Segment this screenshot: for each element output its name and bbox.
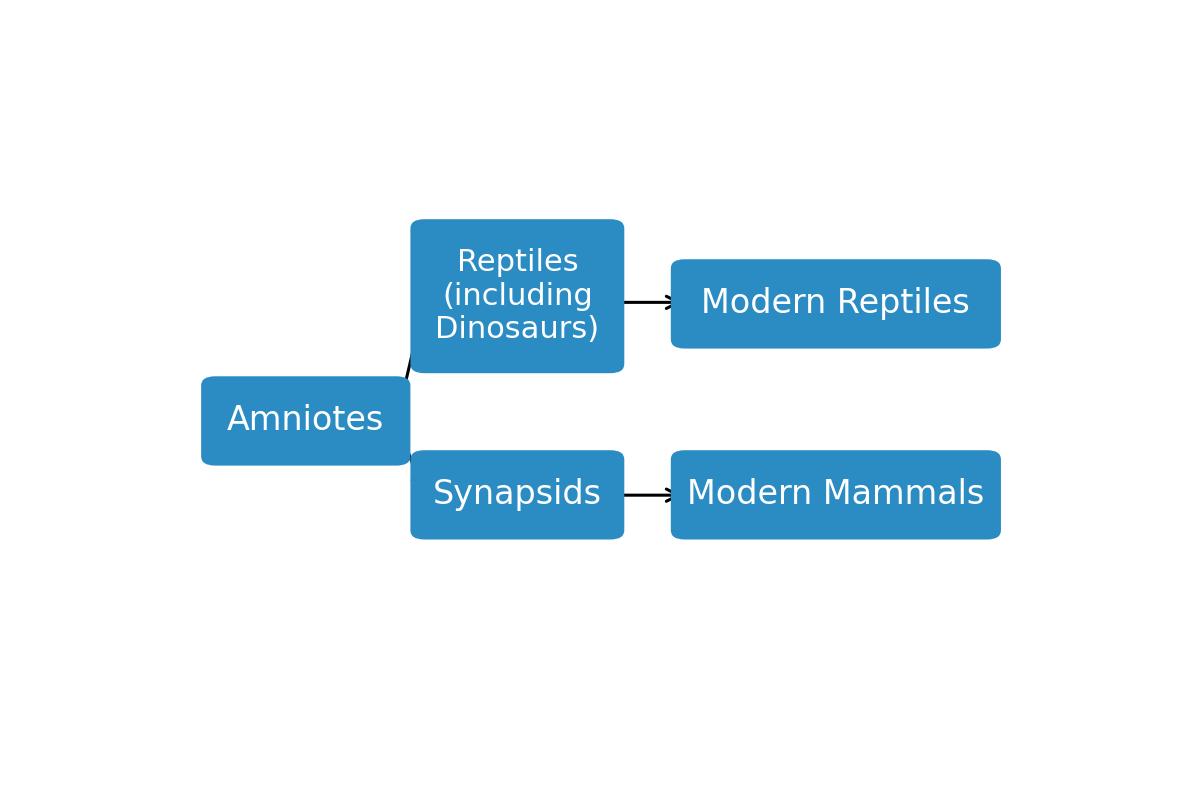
Text: Modern Reptiles: Modern Reptiles: [702, 287, 971, 321]
FancyBboxPatch shape: [671, 450, 1001, 539]
Text: Amniotes: Amniotes: [227, 405, 384, 438]
Text: Modern Mammals: Modern Mammals: [688, 478, 984, 511]
FancyBboxPatch shape: [410, 450, 624, 539]
FancyBboxPatch shape: [671, 259, 1001, 349]
Text: Reptiles
(including
Dinosaurs): Reptiles (including Dinosaurs): [436, 248, 600, 344]
FancyBboxPatch shape: [410, 219, 624, 373]
Text: Synapsids: Synapsids: [433, 478, 602, 511]
FancyBboxPatch shape: [202, 376, 410, 466]
